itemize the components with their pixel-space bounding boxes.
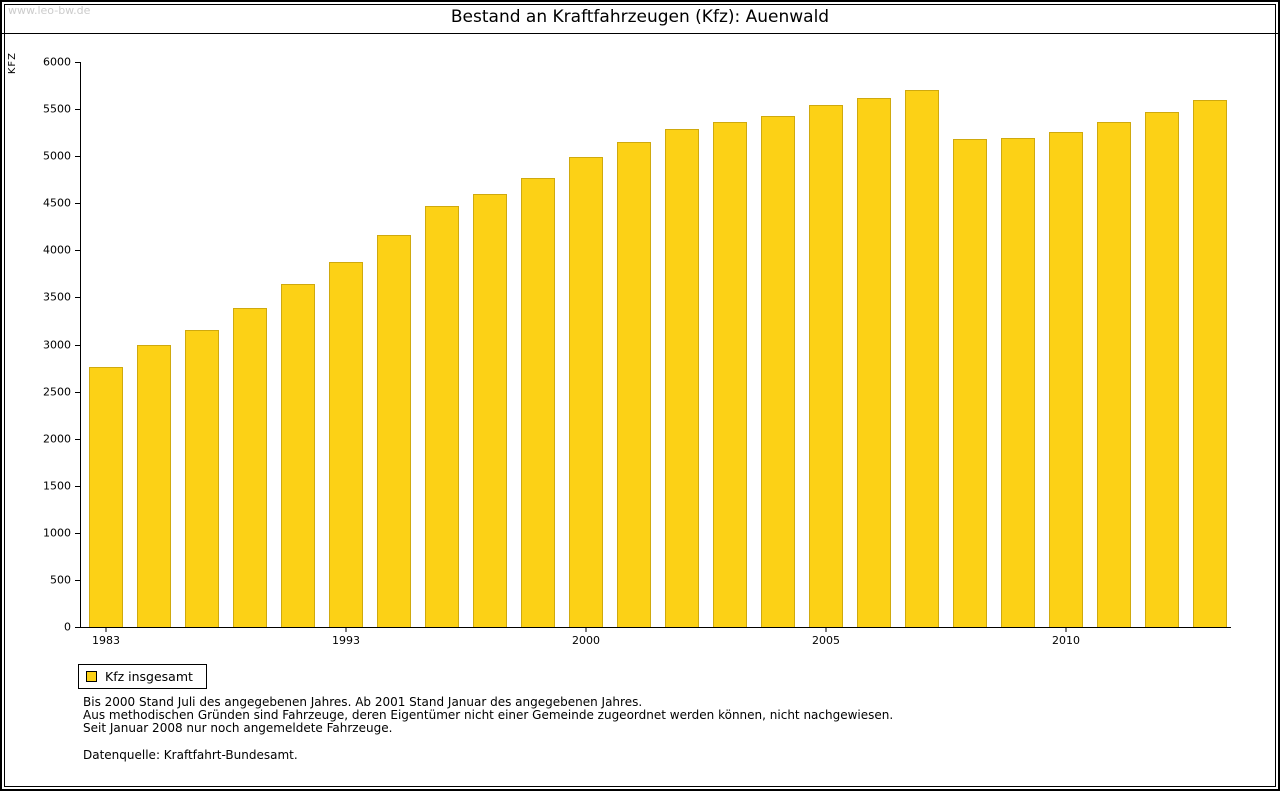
- footnote-line: Aus methodischen Gründen sind Fahrzeuge,…: [83, 708, 894, 722]
- x-tick: [345, 628, 347, 632]
- bar-2003: [713, 122, 747, 627]
- y-tick: [75, 391, 81, 393]
- x-tick: [105, 628, 107, 632]
- chart-title: Bestand an Kraftfahrzeugen (Kfz): Auenwa…: [450, 6, 830, 27]
- y-tick-label: 4500: [43, 196, 71, 210]
- legend: Kfz insgesamt: [78, 664, 207, 689]
- bar-2011: [1097, 122, 1131, 627]
- legend-label: Kfz insgesamt: [105, 669, 193, 684]
- y-tick-label: 6000: [43, 55, 71, 69]
- y-tick: [75, 156, 81, 158]
- y-tick-label: 5000: [43, 149, 71, 163]
- footnotes: Bis 2000 Stand Juli des angegebenen Jahr…: [83, 696, 893, 762]
- x-tick-label: 2005: [812, 634, 840, 647]
- y-tick-label: 2000: [43, 432, 71, 446]
- y-axis-title: KFZ: [7, 52, 18, 75]
- bars: [81, 62, 1231, 627]
- bar-2010: [1049, 132, 1083, 627]
- bar-1987: [185, 330, 219, 627]
- source-line: Datenquelle: Kraftfahrt-Bundesamt.: [83, 748, 298, 762]
- bar-1995: [377, 235, 411, 627]
- y-tick-label: 4000: [43, 243, 71, 257]
- x-tick-label: 1993: [332, 634, 360, 647]
- bar-2012: [1145, 112, 1179, 627]
- y-tick: [75, 250, 81, 252]
- x-tick-label: 1983: [92, 634, 120, 647]
- bar-2007: [905, 90, 939, 627]
- legend-swatch-icon: [86, 671, 97, 682]
- y-tick-label: 3000: [43, 338, 71, 351]
- x-tick: [825, 628, 827, 632]
- chart-header: Bestand an Kraftfahrzeugen (Kfz): Auenwa…: [0, 0, 1280, 34]
- site-watermark: www.leo-bw.de: [8, 4, 91, 17]
- bar-1989: [233, 308, 267, 627]
- x-tick: [1065, 628, 1067, 632]
- y-tick: [75, 579, 81, 581]
- y-tick-label: 1500: [43, 479, 71, 493]
- footnote-line: Bis 2000 Stand Juli des angegebenen Jahr…: [83, 695, 643, 709]
- bar-1998: [473, 194, 507, 627]
- y-tick-label: 3500: [43, 290, 71, 304]
- bar-1991: [281, 284, 315, 627]
- bar-2008: [953, 139, 987, 627]
- x-tick-label: 2000: [572, 634, 600, 647]
- y-tick-label: 0: [64, 620, 71, 634]
- x-tick-label: 2010: [1052, 634, 1080, 647]
- bar-1997: [425, 206, 459, 627]
- y-tick: [75, 109, 81, 111]
- bar-1999: [521, 178, 555, 627]
- bar-2013: [1193, 100, 1227, 627]
- footnote-line: Seit Januar 2008 nur noch angemeldete Fa…: [83, 721, 393, 735]
- bar-2009: [1001, 138, 1035, 627]
- y-tick-label: 500: [50, 573, 71, 587]
- y-tick-label: 1000: [43, 526, 71, 540]
- y-tick: [75, 485, 81, 487]
- y-tick: [75, 344, 81, 346]
- y-tick-label: 2500: [43, 385, 71, 399]
- bar-2002: [665, 129, 699, 627]
- x-axis: 1983 1993 2000 2005 2010: [81, 627, 1231, 651]
- plot-area: 0 500 1000 1500 2000 2500 3000 3500 4000 4500 5000…: [43, 56, 1231, 647]
- y-tick-label: 5500: [43, 102, 71, 116]
- y-tick: [75, 627, 81, 628]
- bar-2005: [809, 105, 843, 627]
- y-tick: [75, 438, 81, 440]
- bar-2006: [857, 98, 891, 627]
- y-tick: [75, 297, 81, 299]
- bar-1993: [329, 262, 363, 627]
- y-tick: [75, 532, 81, 534]
- bar-2000: [569, 157, 603, 627]
- bar-1985: [137, 345, 171, 627]
- bar-2004: [761, 116, 795, 627]
- bar-1983: [89, 367, 123, 627]
- x-tick: [585, 628, 587, 632]
- y-tick: [75, 203, 81, 205]
- bar-2001: [617, 142, 651, 627]
- y-tick: [75, 62, 81, 63]
